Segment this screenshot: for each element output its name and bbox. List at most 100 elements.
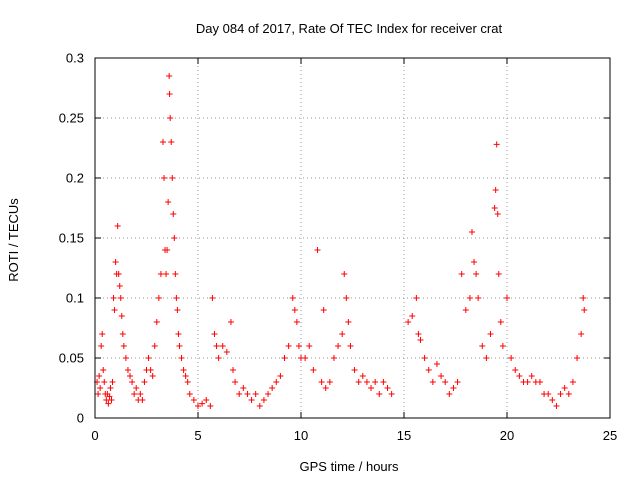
data-point (536, 379, 543, 385)
data-point (388, 391, 395, 397)
data-point (528, 373, 535, 379)
data-point (107, 385, 114, 391)
data-point (236, 391, 243, 397)
x-tick-label: 25 (603, 428, 617, 443)
data-point (491, 205, 498, 211)
data-point (149, 373, 156, 379)
data-point (581, 307, 588, 313)
data-point (169, 175, 176, 181)
data-point (106, 393, 113, 400)
data-point (458, 271, 465, 277)
data-point (508, 355, 515, 361)
data-point (195, 403, 201, 409)
data-point (421, 355, 428, 361)
x-tick-label: 0 (91, 428, 98, 443)
data-point (174, 307, 181, 313)
data-point (295, 343, 302, 349)
data-point (468, 229, 475, 235)
y-tick-label: 0.25 (59, 111, 84, 126)
data-point (574, 355, 581, 361)
data-point (277, 373, 284, 379)
data-point (565, 391, 572, 397)
x-tick-label: 20 (500, 428, 514, 443)
data-point (302, 355, 309, 361)
data-point (168, 139, 175, 145)
data-point (175, 331, 182, 337)
data-point (429, 379, 436, 385)
data-point (173, 295, 180, 301)
data-point (578, 331, 585, 337)
data-points (94, 73, 588, 409)
data-point (248, 397, 255, 403)
data-point (269, 385, 276, 391)
data-point (100, 367, 107, 373)
data-point (172, 271, 179, 277)
data-point (368, 385, 375, 391)
data-point (96, 373, 103, 379)
data-point (232, 379, 239, 385)
data-point (499, 343, 506, 349)
data-point (569, 379, 576, 385)
data-point (230, 367, 237, 373)
data-point (170, 211, 177, 217)
data-point (103, 397, 110, 403)
data-point (97, 385, 104, 391)
x-tick-label: 15 (397, 428, 411, 443)
data-point (345, 319, 352, 325)
data-point (161, 175, 168, 181)
data-point (119, 331, 126, 337)
data-point (471, 259, 478, 265)
y-tick-label: 0 (77, 411, 84, 426)
data-point (524, 379, 531, 385)
data-point (433, 361, 440, 367)
data-point (494, 211, 501, 217)
data-point (105, 400, 112, 407)
data-point (351, 367, 358, 373)
data-point (326, 379, 333, 385)
data-point (341, 271, 348, 277)
data-point (293, 319, 300, 325)
data-point (405, 319, 412, 325)
data-point (155, 295, 162, 301)
data-point (122, 355, 129, 361)
data-point (310, 367, 317, 373)
data-point (186, 391, 193, 397)
data-point (359, 373, 366, 379)
data-point (561, 385, 568, 391)
data-point (306, 343, 313, 349)
data-point (355, 379, 362, 385)
data-point (219, 343, 226, 349)
data-point (163, 271, 170, 277)
data-point (553, 403, 560, 409)
data-point (157, 271, 164, 277)
data-point (171, 235, 178, 241)
data-point (512, 367, 519, 373)
data-point (99, 331, 106, 337)
data-point (273, 379, 280, 385)
data-point (209, 295, 216, 301)
data-point (285, 343, 292, 349)
data-point (215, 355, 222, 361)
data-point (415, 331, 422, 337)
data-point (473, 271, 480, 277)
y-tick-label: 0.3 (66, 51, 84, 66)
x-tick-label: 10 (294, 428, 308, 443)
data-point (167, 115, 174, 121)
data-point (438, 373, 445, 379)
plot-frame (94, 57, 611, 419)
data-point (318, 379, 325, 385)
data-point (133, 385, 140, 391)
data-point (207, 403, 214, 409)
data-point (165, 199, 172, 205)
data-point (141, 379, 148, 385)
data-point (256, 403, 263, 409)
y-tick-label: 0.05 (59, 351, 84, 366)
data-point (462, 307, 469, 313)
data-point (343, 295, 350, 301)
data-point (117, 295, 124, 301)
data-point (190, 397, 197, 403)
data-point (213, 343, 220, 349)
data-point (109, 379, 116, 385)
data-point (454, 379, 461, 385)
data-point (372, 379, 379, 385)
